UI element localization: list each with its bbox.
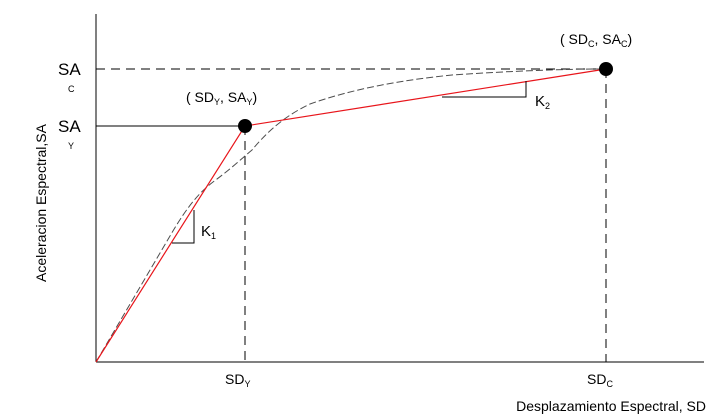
sa-c-subscript: C [68,84,75,94]
k2-slope-triangle [442,81,527,98]
sa-y-label: SA [58,117,81,136]
sd-c-label: SDC [587,371,613,389]
yield-point [238,119,252,133]
yield-point-label: ( SDY, SAY) [186,89,257,107]
k1-slope-triangle [172,210,195,244]
k2-label: K2 [535,93,550,111]
capacity-curve [95,68,607,363]
y-axis-title: Aceleracion Espectral,SA [33,123,49,282]
capacity-point-label: ( SDC, SAC) [560,31,632,49]
x-axis-title: Desplazamiento Espectral, SD [516,398,706,414]
k1-label: K1 [201,223,216,241]
capacity-point [599,62,613,76]
sa-y-subscript: Y [68,141,74,151]
bilinear-line [95,68,607,363]
sd-y-label: SDY [225,371,250,389]
sa-c-label: SA [58,60,81,79]
